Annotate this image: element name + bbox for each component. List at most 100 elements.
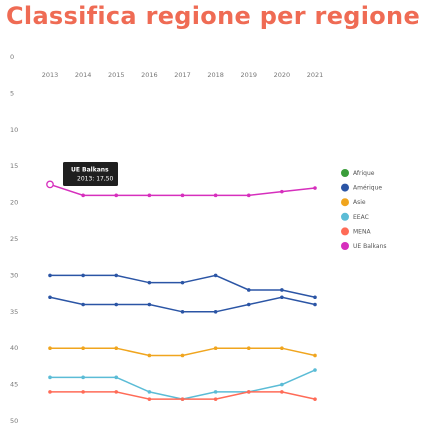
legend-item-asie[interactable]: Asie — [341, 198, 366, 207]
data-point — [48, 295, 52, 300]
data-point — [114, 375, 119, 380]
data-point — [114, 346, 119, 351]
data-point — [213, 390, 218, 394]
data-point — [213, 346, 218, 351]
legend[interactable]: Afrique Amérique Asie EEAC MENA UE Balkans — [341, 169, 387, 250]
data-point — [81, 193, 85, 198]
data-point — [147, 193, 152, 198]
data-point — [48, 390, 52, 394]
data-point — [246, 193, 251, 198]
data-point — [180, 280, 185, 285]
data-point — [280, 189, 284, 194]
tooltip: UE Balkans 2013: 17,50 — [63, 162, 118, 186]
series-ue-balkans — [46, 180, 317, 198]
data-point — [280, 288, 284, 292]
data-point — [81, 375, 85, 380]
data-point — [280, 295, 284, 300]
data-point — [180, 397, 185, 401]
y-tick-label: 35 — [10, 308, 18, 316]
legend-marker — [341, 169, 349, 177]
data-point — [147, 302, 152, 307]
x-tick-label: 2014 — [75, 71, 92, 79]
y-tick-label: 20 — [10, 199, 18, 207]
legend-marker — [341, 227, 349, 236]
data-point — [114, 302, 119, 307]
data-point — [313, 397, 317, 401]
data-point — [180, 353, 185, 358]
y-tick-label: 40 — [10, 344, 18, 352]
data-point — [114, 273, 119, 278]
series-unnamed-6 — [48, 295, 317, 314]
y-tick-label: 10 — [10, 126, 18, 134]
data-point — [213, 273, 218, 278]
tooltip-text: 2013: 17,50 — [77, 176, 114, 183]
data-point — [213, 397, 218, 401]
data-point — [114, 390, 119, 394]
tooltip-box — [63, 162, 118, 186]
data-point — [246, 390, 251, 394]
data-point — [313, 302, 317, 307]
data-point — [313, 353, 317, 358]
series-lines — [46, 180, 317, 401]
series-line — [50, 369, 316, 400]
legend-label: Asie — [353, 199, 366, 206]
legend-item-ue-balkans[interactable]: UE Balkans — [341, 242, 387, 250]
data-point — [313, 368, 317, 372]
legend-item-afrique[interactable]: Afrique — [341, 169, 375, 177]
data-point — [246, 302, 251, 307]
x-tick-label: 2020 — [274, 71, 291, 79]
series-line — [50, 274, 316, 298]
legend-item-mena[interactable]: MENA — [341, 227, 371, 236]
page-title: Classifica regione per regione — [6, 2, 421, 30]
x-tick-label: 2015 — [108, 71, 125, 79]
data-point — [147, 353, 152, 358]
series-line — [49, 296, 316, 313]
data-point — [48, 346, 52, 351]
y-tick-label: 50 — [10, 417, 18, 425]
data-point — [246, 346, 251, 351]
legend-item-eeac[interactable]: EEAC — [341, 212, 369, 221]
series-mena — [48, 390, 317, 401]
x-tick-label: 2019 — [240, 71, 257, 79]
y-tick-label: 5 — [10, 89, 14, 97]
data-point — [48, 375, 52, 380]
data-point — [246, 288, 251, 292]
y-tick-label: 30 — [10, 271, 18, 279]
y-tick-label: 0 — [10, 53, 14, 61]
x-tick-label: 2017 — [174, 71, 191, 79]
data-point — [147, 397, 152, 401]
x-tick-label: 2018 — [207, 71, 224, 79]
data-point — [213, 310, 218, 314]
data-point — [280, 346, 284, 351]
x-axis-ticks: 2013 2014 2015 2016 2017 2018 2019 2020 2021 — [42, 71, 324, 79]
series-eeac — [48, 368, 317, 401]
x-tick-label: 2021 — [307, 71, 324, 79]
tooltip-title: UE Balkans — [71, 167, 109, 174]
y-axis-ticks: 0 5 10 15 20 25 30 35 40 45 50 — [10, 53, 18, 425]
y-tick-label: 45 — [10, 381, 18, 389]
legend-label: UE Balkans — [353, 243, 387, 250]
data-point — [48, 273, 52, 278]
data-point — [180, 193, 185, 198]
legend-marker — [341, 183, 349, 192]
legend-marker — [341, 242, 349, 250]
data-point — [114, 193, 119, 198]
data-point — [81, 273, 85, 278]
data-point — [81, 302, 85, 307]
legend-marker — [341, 212, 349, 221]
legend-label: MENA — [353, 228, 371, 235]
data-point — [147, 390, 152, 394]
legend-label: Amérique — [353, 185, 382, 192]
data-point — [313, 186, 317, 190]
data-point — [213, 193, 218, 198]
data-point — [180, 310, 185, 314]
data-point — [147, 280, 152, 285]
legend-marker — [341, 198, 349, 207]
legend-label: Afrique — [353, 170, 375, 177]
legend-item-amérique[interactable]: Amérique — [341, 183, 382, 192]
data-point — [280, 382, 284, 387]
series-amérique — [48, 273, 317, 300]
legend-label: EEAC — [353, 214, 369, 221]
x-tick-label: 2013 — [42, 71, 59, 79]
